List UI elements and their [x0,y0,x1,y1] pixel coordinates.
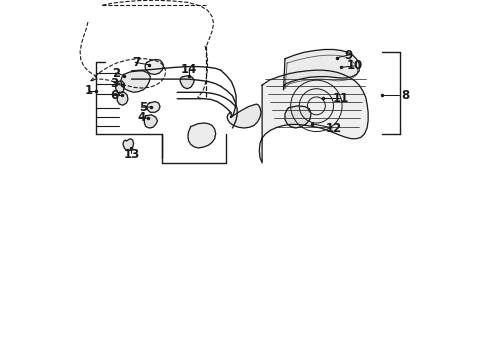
Text: 3: 3 [111,77,119,90]
Polygon shape [180,76,195,89]
Polygon shape [121,71,150,92]
Polygon shape [145,115,158,128]
Text: 1: 1 [85,84,93,98]
Text: 14: 14 [180,63,197,76]
Text: 13: 13 [123,148,140,161]
Polygon shape [284,49,359,90]
Text: 9: 9 [344,49,353,62]
Text: 6: 6 [111,89,119,102]
Text: 8: 8 [401,89,409,102]
Text: 10: 10 [347,59,363,72]
Polygon shape [116,81,124,93]
Polygon shape [259,70,368,163]
Text: 2: 2 [112,67,120,80]
Polygon shape [188,123,216,148]
Polygon shape [123,139,134,150]
Polygon shape [147,102,160,112]
Text: 12: 12 [325,122,342,135]
Text: 5: 5 [139,101,147,114]
Text: 4: 4 [137,111,146,124]
Text: 7: 7 [132,56,140,69]
Polygon shape [227,104,261,128]
Polygon shape [145,59,164,75]
Polygon shape [117,92,128,105]
Text: 11: 11 [333,91,349,104]
Polygon shape [285,106,311,128]
